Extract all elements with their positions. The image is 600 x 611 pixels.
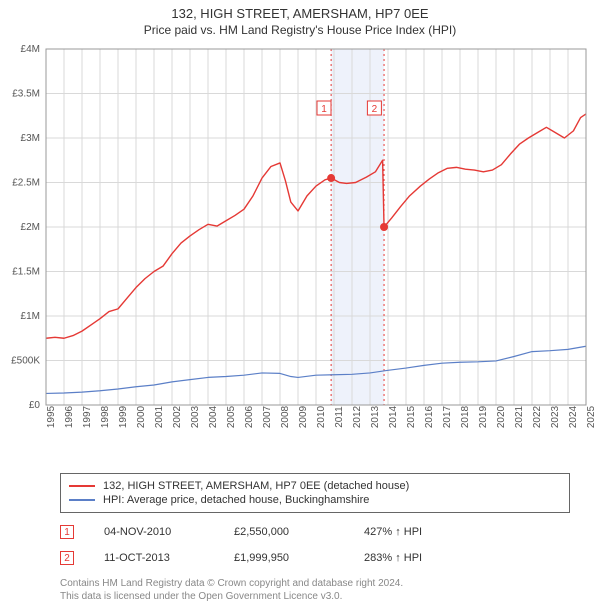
x-tick-label: 2018 xyxy=(460,406,471,428)
x-tick-label: 2006 xyxy=(244,406,255,428)
x-tick-label: 2016 xyxy=(424,406,435,428)
x-tick-label: 1995 xyxy=(46,406,57,428)
sale-marker-box: 1 xyxy=(60,525,74,539)
x-tick-label: 2020 xyxy=(496,406,507,428)
event-box-label: 1 xyxy=(321,104,327,115)
license-line1: Contains HM Land Registry data © Crown c… xyxy=(60,577,570,590)
x-tick-label: 2021 xyxy=(514,406,525,428)
x-tick-label: 2011 xyxy=(334,406,345,428)
x-tick-label: 2010 xyxy=(316,406,327,428)
x-tick-label: 2013 xyxy=(370,406,381,428)
sale-row: 1 04-NOV-2010 £2,550,000 427% ↑ HPI xyxy=(60,519,570,545)
x-tick-label: 1996 xyxy=(64,406,75,428)
y-tick-label: £3M xyxy=(21,133,40,144)
x-tick-label: 1997 xyxy=(82,406,93,428)
x-tick-label: 2023 xyxy=(550,406,561,428)
legend-row: HPI: Average price, detached house, Buck… xyxy=(69,493,561,507)
sale-pct: 283% ↑ HPI xyxy=(364,552,464,564)
sale-date: 11-OCT-2013 xyxy=(104,552,204,564)
chart-container: 132, HIGH STREET, AMERSHAM, HP7 0EE Pric… xyxy=(0,0,600,603)
x-tick-label: 2007 xyxy=(262,406,273,428)
y-tick-label: £2.5M xyxy=(12,178,40,189)
y-tick-label: £1.5M xyxy=(12,267,40,278)
legend-label: 132, HIGH STREET, AMERSHAM, HP7 0EE (det… xyxy=(103,480,409,492)
sale-marker-box: 2 xyxy=(60,551,74,565)
y-tick-label: £4M xyxy=(21,45,40,55)
y-tick-label: £0 xyxy=(29,400,41,411)
x-tick-label: 2001 xyxy=(154,406,165,428)
chart-svg: £0 £500K £1M £1.5M £2M £2.5M £3M £3.5M £4M 1 2 xyxy=(0,45,600,415)
sale-pct: 427% ↑ HPI xyxy=(364,526,464,538)
y-tick-label: £500K xyxy=(11,356,40,367)
x-tick-label: 2017 xyxy=(442,406,453,428)
sale-price: £1,999,950 xyxy=(234,552,334,564)
sale-marker-dot xyxy=(380,223,388,231)
chart-subtitle: Price paid vs. HM Land Registry's House … xyxy=(0,21,600,45)
legend-label: HPI: Average price, detached house, Buck… xyxy=(103,494,369,506)
x-tick-label: 2002 xyxy=(172,406,183,428)
y-tick-label: £1M xyxy=(21,311,40,322)
x-tick-label: 2012 xyxy=(352,406,363,428)
y-tick-label: £2M xyxy=(21,222,40,233)
sale-price: £2,550,000 xyxy=(234,526,334,538)
x-tick-label: 2022 xyxy=(532,406,543,428)
x-tick-label: 2000 xyxy=(136,406,147,428)
event-box-label: 2 xyxy=(372,104,378,115)
license-text: Contains HM Land Registry data © Crown c… xyxy=(60,577,570,603)
chart-plot-area: £0 £500K £1M £1.5M £2M £2.5M £3M £3.5M £4M 1 2 xyxy=(0,45,600,415)
x-tick-label: 2025 xyxy=(586,406,597,428)
legend-box: 132, HIGH STREET, AMERSHAM, HP7 0EE (det… xyxy=(60,473,570,513)
sale-row: 2 11-OCT-2013 £1,999,950 283% ↑ HPI xyxy=(60,545,570,571)
sale-marker-dot xyxy=(327,174,335,182)
x-tick-label: 2015 xyxy=(406,406,417,428)
chart-title: 132, HIGH STREET, AMERSHAM, HP7 0EE xyxy=(0,0,600,21)
x-axis-labels: 1995199619971998199920002001200220032004… xyxy=(0,415,600,465)
legend-row: 132, HIGH STREET, AMERSHAM, HP7 0EE (det… xyxy=(69,479,561,493)
sales-table: 1 04-NOV-2010 £2,550,000 427% ↑ HPI 2 11-OCT-… xyxy=(60,519,570,571)
x-tick-label: 2014 xyxy=(388,406,399,428)
x-tick-label: 1999 xyxy=(118,406,129,428)
legend-swatch xyxy=(69,499,95,501)
license-line2: This data is licensed under the Open Gov… xyxy=(60,590,570,603)
y-tick-label: £3.5M xyxy=(12,89,40,100)
x-tick-label: 2004 xyxy=(208,406,219,428)
x-tick-label: 2009 xyxy=(298,406,309,428)
x-tick-label: 2024 xyxy=(568,406,579,428)
legend-swatch xyxy=(69,485,95,487)
x-tick-label: 2008 xyxy=(280,406,291,428)
x-tick-label: 2019 xyxy=(478,406,489,428)
x-tick-label: 1998 xyxy=(100,406,111,428)
x-tick-label: 2005 xyxy=(226,406,237,428)
x-tick-label: 2003 xyxy=(190,406,201,428)
sale-date: 04-NOV-2010 xyxy=(104,526,204,538)
